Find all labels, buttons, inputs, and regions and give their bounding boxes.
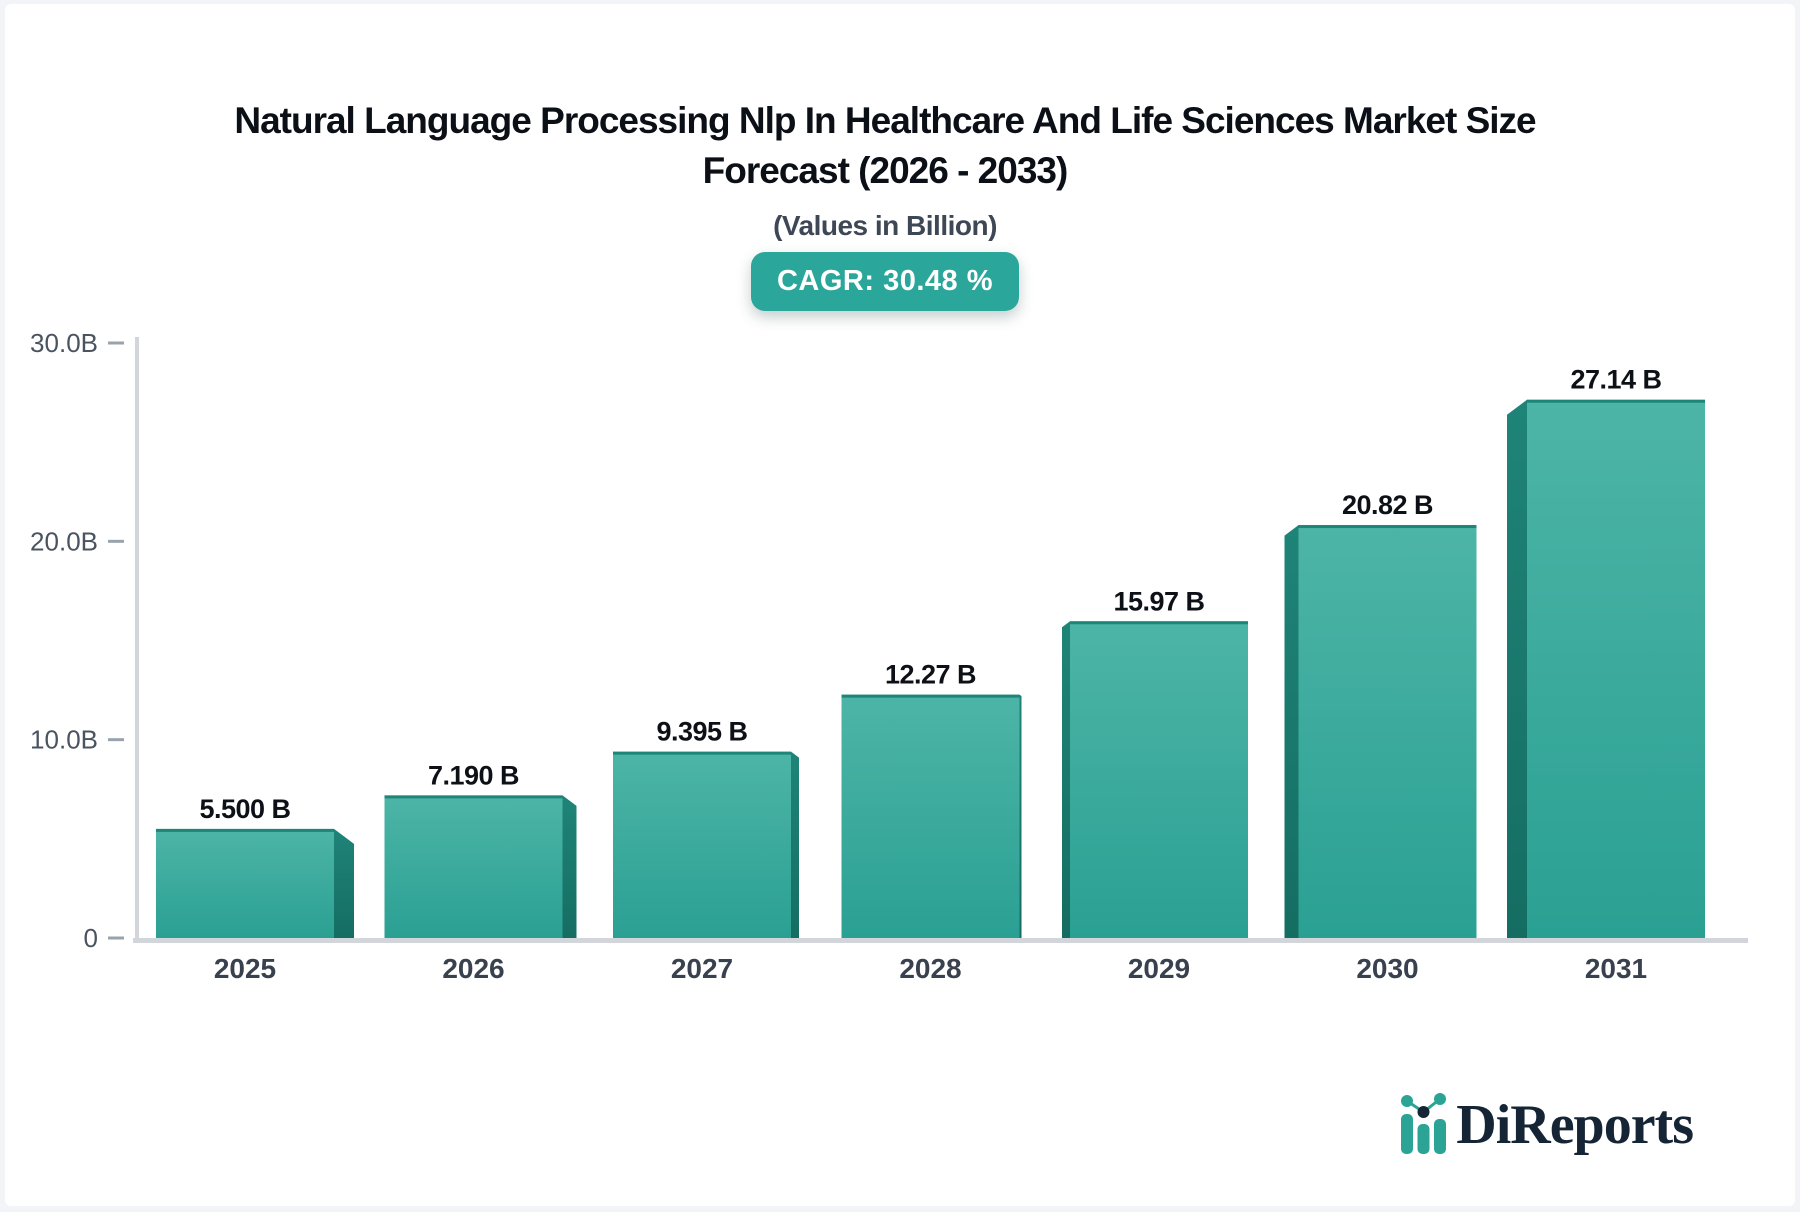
- brand-logo: DiReports: [1400, 1090, 1694, 1156]
- bar-front-face: [841, 694, 1020, 938]
- bar-2025: 5.500 B 2025: [156, 794, 354, 984]
- chart-header: Natural Language Processing Nlp In Healt…: [5, 4, 1795, 311]
- bar-front-face: [156, 828, 334, 938]
- x-axis-label: 2025: [214, 953, 276, 984]
- bar-top-edge: [1070, 621, 1248, 625]
- y-axis-tick-label: 10.0B: [30, 725, 98, 755]
- bar-side-face: [1062, 621, 1070, 938]
- chart-subtitle: (Values in Billion): [773, 210, 997, 241]
- x-axis-label: 2029: [1128, 953, 1190, 984]
- chart-title: Natural Language Processing Nlp In Healt…: [234, 96, 1536, 196]
- x-axis-label: 2030: [1356, 953, 1418, 984]
- bar-2029: 15.97 B 2029: [1062, 586, 1248, 984]
- bar-front-face: [384, 795, 563, 938]
- y-axis-tick-label: 20.0B: [30, 526, 98, 556]
- bar-value-label: 27.14 B: [1570, 365, 1661, 395]
- bar-value-label: 15.97 B: [1113, 586, 1204, 616]
- chart-card: Natural Language Processing Nlp In Healt…: [5, 4, 1795, 1206]
- x-axis-label: 2027: [671, 953, 733, 984]
- bar-front-face: [1070, 621, 1248, 938]
- bar-2030: 20.82 B 2030: [1284, 490, 1477, 984]
- bar-side-face: [1284, 525, 1299, 938]
- bar-value-label: 9.395 B: [656, 717, 747, 747]
- bar-top-edge: [156, 828, 334, 832]
- brand-name: DiReports: [1456, 1094, 1694, 1156]
- bar-front-face: [1298, 525, 1477, 938]
- x-axis-label: 2031: [1585, 953, 1647, 984]
- bar-side-face: [1019, 694, 1022, 938]
- bar-top-edge: [1527, 399, 1705, 403]
- chart-title-line-1: Natural Language Processing Nlp In Healt…: [234, 100, 1536, 141]
- bar-top-edge: [613, 751, 791, 755]
- bar-front-face: [613, 751, 791, 938]
- x-axis-label: 2026: [442, 953, 504, 984]
- bar-top-edge: [841, 694, 1020, 698]
- bar-top-edge: [1298, 525, 1477, 529]
- bar-side-face: [1507, 399, 1527, 938]
- bar-side-face: [791, 751, 799, 938]
- bar-2027: 9.395 B 2027: [613, 717, 799, 984]
- cagr-badge: CAGR: 30.48 %: [750, 252, 1019, 311]
- y-axis-tick-label: 30.0B: [30, 328, 98, 358]
- bar-top-edge: [384, 795, 563, 799]
- bar-side-face: [562, 795, 577, 938]
- bar-chart: 0 10.0B 20.0B 30.0B 5.500 B 2025 7.190 B 2026 9.…: [30, 328, 1748, 984]
- bar-side-face: [334, 828, 354, 938]
- bar-value-label: 5.500 B: [199, 794, 290, 824]
- y-axis-tick-label: 0: [84, 923, 98, 953]
- x-axis-label: 2028: [899, 953, 961, 984]
- bar-value-label: 7.190 B: [428, 760, 519, 790]
- bar-2031: 27.14 B 2031: [1507, 365, 1705, 984]
- bar-2026: 7.190 B 2026: [384, 760, 577, 984]
- direports-logo-icon: [1401, 1093, 1447, 1154]
- bar-front-face: [1527, 399, 1705, 938]
- bar-value-label: 20.82 B: [1342, 490, 1433, 520]
- chart-title-line-2: Forecast (2026 - 2033): [702, 150, 1069, 191]
- bar-value-label: 12.27 B: [885, 660, 976, 690]
- bar-2028: 12.27 B 2028: [841, 660, 1022, 984]
